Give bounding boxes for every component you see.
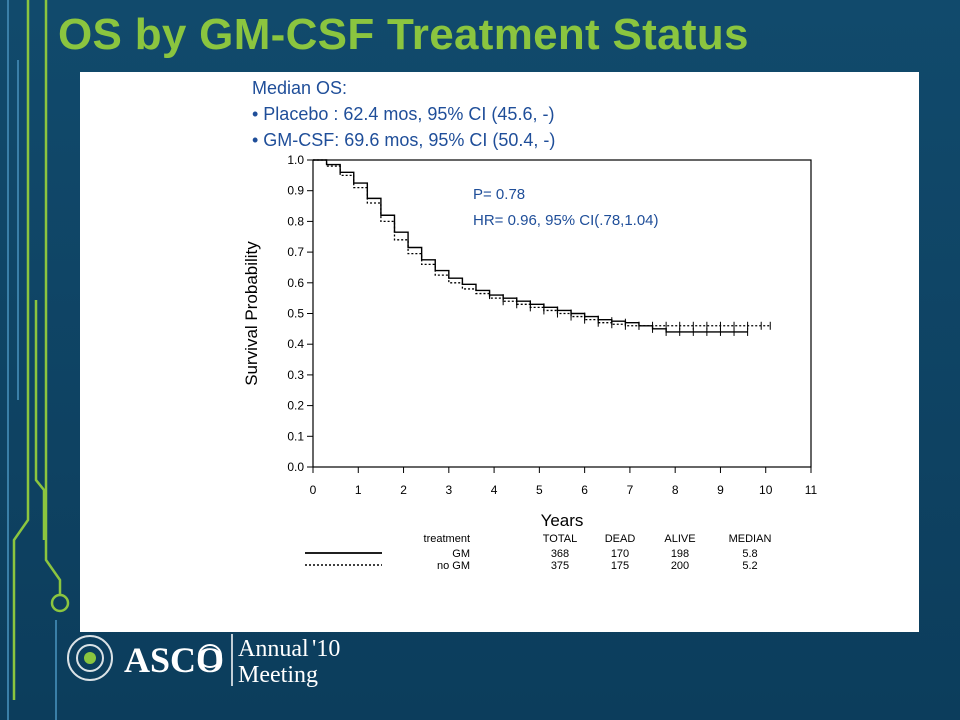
median-os-heading: Median OS: (252, 78, 348, 98)
table-header: DEAD (605, 533, 636, 545)
p-value-label: P= 0.78 (473, 186, 525, 203)
logo-asco-text: ASCO (124, 640, 224, 680)
y-tick-label: 0.7 (287, 245, 304, 259)
logo-ring-icon (67, 635, 113, 681)
y-tick-label: 0.1 (287, 429, 304, 443)
logo-year-text: '10 (312, 636, 340, 662)
y-tick-label: 0.2 (287, 399, 304, 413)
table-cell: no GM (437, 560, 470, 572)
x-tick-label: 7 (627, 483, 634, 497)
chart-axes: 0.0 0.1 0.2 0.3 0.4 0.5 0.6 0.7 0.8 0.9 1.0 0 1 2 3 4 5 6… (242, 153, 818, 530)
table-cell: 175 (611, 560, 629, 572)
asco-annual-meeting-logo: ASCO Annual '10 Meeting (67, 634, 340, 688)
x-tick-label: 0 (310, 483, 317, 497)
x-tick-label: 10 (759, 483, 773, 497)
y-tick-label: 0.0 (287, 460, 304, 474)
table-cell: GM (452, 548, 470, 560)
table-header: MEDIAN (729, 533, 772, 545)
x-tick-label: 8 (672, 483, 679, 497)
plot-frame (312, 159, 812, 468)
chart-series (313, 159, 771, 336)
slide-title: OS by GM-CSF Treatment Status (58, 10, 749, 59)
chart-panel: Median OS: • Placebo : 62.4 mos, 95% CI … (80, 72, 919, 632)
table-header: treatment (424, 533, 470, 545)
x-tick-label: 9 (717, 483, 724, 497)
logo-annual-text: Annual (238, 636, 309, 662)
table-cell: 5.2 (742, 560, 757, 572)
table-header: TOTAL (543, 533, 577, 545)
x-tick-label: 1 (355, 483, 362, 497)
kaplan-meier-chart: 0.0 0.1 0.2 0.3 0.4 0.5 0.6 0.7 0.8 0.9 1.0 0 1 2 3 4 5 6… (242, 153, 818, 572)
y-tick-label: 0.6 (287, 276, 304, 290)
x-tick-label: 5 (536, 483, 543, 497)
table-header: ALIVE (664, 533, 695, 545)
y-tick-label: 1.0 (287, 153, 304, 167)
y-tick-label: 0.3 (287, 368, 304, 382)
y-tick-label: 0.8 (287, 214, 304, 228)
series-line-no-gm (313, 159, 771, 327)
y-tick-label: 0.5 (287, 307, 304, 321)
table-cell: 375 (551, 560, 569, 572)
table-cell: 170 (611, 548, 629, 560)
x-tick-label: 3 (445, 483, 452, 497)
y-tick-label: 0.4 (287, 337, 304, 351)
table-cell: 5.8 (742, 548, 757, 560)
logo-meeting-text: Meeting (238, 662, 318, 688)
table-cell: 198 (671, 548, 689, 560)
y-tick-label: 0.9 (287, 184, 304, 198)
median-os-placebo: • Placebo : 62.4 mos, 95% CI (45.6, -) (252, 104, 555, 124)
table-cell: 368 (551, 548, 569, 560)
x-tick-label: 11 (805, 483, 818, 497)
table-cell: 200 (671, 560, 689, 572)
y-axis-label: Survival Probability (242, 241, 261, 386)
logo-mark-icon (198, 644, 222, 668)
x-tick-label: 4 (491, 483, 498, 497)
hazard-ratio-label: HR= 0.96, 95% CI(.78,1.04) (473, 212, 659, 229)
summary-table: treatment TOTAL DEAD ALIVE MEDIAN GM 368 170 198… (305, 533, 771, 572)
decorative-circuit-lines (7, 0, 70, 720)
chart-stats: P= 0.78 HR= 0.96, 95% CI(.78,1.04) (473, 186, 659, 229)
x-tick-label: 2 (400, 483, 407, 497)
x-axis-label: Years (541, 511, 584, 530)
x-tick-label: 6 (581, 483, 588, 497)
median-os-gmcsf: • GM-CSF: 69.6 mos, 95% CI (50.4, -) (252, 130, 556, 150)
